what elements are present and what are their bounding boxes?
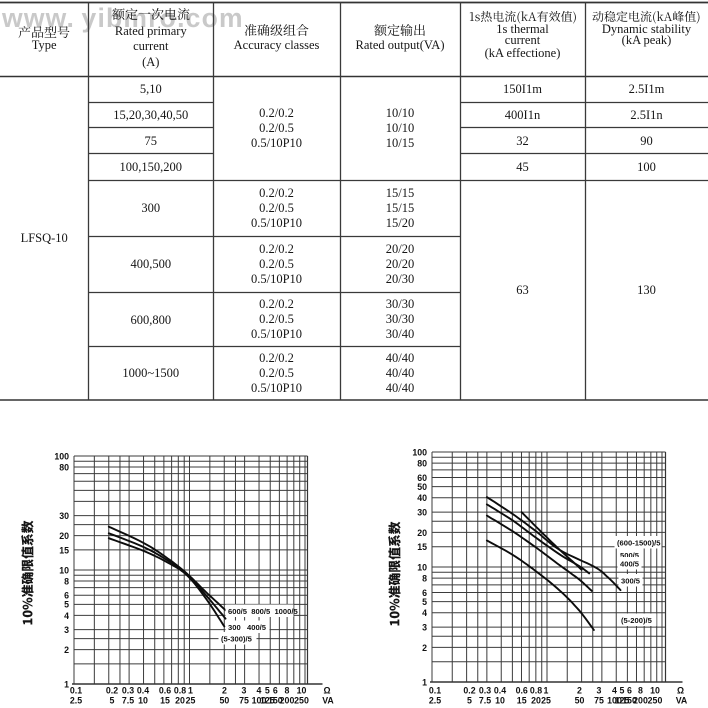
svg-text:600/5 800/5 1000/5: 600/5 800/5 1000/5	[228, 607, 298, 616]
svg-text:0.3: 0.3	[479, 686, 491, 696]
svg-text:0.6: 0.6	[516, 686, 528, 696]
svg-text:4: 4	[64, 611, 69, 621]
svg-text:3: 3	[242, 686, 247, 696]
svg-text:250: 250	[294, 696, 309, 706]
svg-text:75: 75	[594, 696, 604, 706]
svg-text:0.3: 0.3	[122, 686, 134, 696]
svg-text:0.6: 0.6	[159, 686, 171, 696]
svg-text:20: 20	[531, 696, 541, 706]
svg-text:10: 10	[297, 686, 307, 696]
svg-text:50: 50	[575, 696, 585, 706]
svg-text:20: 20	[417, 528, 427, 538]
svg-text:5: 5	[620, 686, 625, 696]
svg-text:8: 8	[285, 686, 290, 696]
svg-text:6: 6	[627, 686, 632, 696]
svg-text:40: 40	[417, 493, 427, 503]
svg-text:1: 1	[422, 677, 427, 687]
svg-text:30: 30	[417, 508, 427, 518]
svg-text:60: 60	[417, 473, 427, 483]
svg-text:20: 20	[175, 696, 185, 706]
svg-text:8: 8	[638, 686, 643, 696]
svg-text:5: 5	[467, 696, 472, 706]
svg-text:80: 80	[59, 462, 69, 472]
svg-text:4: 4	[612, 686, 617, 696]
svg-text:500/5: 500/5	[620, 551, 640, 560]
svg-text:Ω: Ω	[677, 686, 684, 696]
svg-text:15: 15	[417, 542, 427, 552]
svg-text:2: 2	[64, 645, 69, 655]
svg-text:5: 5	[64, 600, 69, 610]
svg-text:7.5: 7.5	[479, 696, 491, 706]
svg-text:100: 100	[412, 447, 427, 457]
svg-text:15: 15	[160, 696, 170, 706]
svg-text:(5-300)/5: (5-300)/5	[221, 635, 253, 644]
svg-text:1: 1	[64, 679, 69, 689]
svg-text:0.1: 0.1	[70, 686, 82, 696]
svg-text:200: 200	[633, 696, 648, 706]
svg-text:100: 100	[607, 696, 622, 706]
svg-text:300/5: 300/5	[621, 577, 641, 586]
svg-text:6: 6	[64, 591, 69, 601]
svg-text:300 400/5: 300 400/5	[228, 623, 267, 632]
svg-text:125: 125	[260, 696, 275, 706]
svg-text:8: 8	[64, 576, 69, 586]
svg-text:0.2: 0.2	[106, 686, 118, 696]
svg-text:0.4: 0.4	[494, 686, 506, 696]
svg-text:0.4: 0.4	[137, 686, 149, 696]
svg-text:10: 10	[59, 565, 69, 575]
svg-text:5: 5	[422, 597, 427, 607]
svg-text:7.5: 7.5	[122, 696, 134, 706]
svg-text:2: 2	[222, 686, 227, 696]
svg-text:30: 30	[59, 511, 69, 521]
svg-text:10: 10	[138, 696, 148, 706]
svg-text:3: 3	[597, 686, 602, 696]
svg-text:1: 1	[188, 686, 193, 696]
svg-text:200: 200	[280, 696, 295, 706]
svg-text:75: 75	[239, 696, 249, 706]
svg-text:(5-200)/5: (5-200)/5	[621, 616, 653, 625]
svg-text:VA: VA	[676, 696, 688, 706]
svg-text:Ω: Ω	[323, 686, 330, 696]
svg-text:50: 50	[220, 696, 230, 706]
svg-text:15: 15	[59, 545, 69, 555]
svg-text:2.5: 2.5	[70, 696, 82, 706]
svg-text:400/5: 400/5	[620, 560, 640, 569]
svg-text:15: 15	[517, 696, 527, 706]
svg-text:5: 5	[110, 696, 115, 706]
svg-text:2: 2	[422, 643, 427, 653]
svg-text:VA: VA	[322, 696, 334, 706]
svg-text:10: 10	[495, 696, 505, 706]
svg-text:250: 250	[648, 696, 663, 706]
svg-text:80: 80	[417, 459, 427, 469]
svg-text:5: 5	[265, 686, 270, 696]
svg-text:(600-1500)/5: (600-1500)/5	[617, 539, 661, 548]
svg-text:100: 100	[252, 696, 267, 706]
svg-text:4: 4	[422, 608, 427, 618]
svg-text:10: 10	[650, 686, 660, 696]
svg-text:0.8: 0.8	[174, 686, 186, 696]
svg-text:8: 8	[422, 574, 427, 584]
svg-text:4: 4	[257, 686, 262, 696]
svg-text:3: 3	[64, 625, 69, 635]
svg-text:0.2: 0.2	[463, 686, 475, 696]
svg-text:3: 3	[422, 623, 427, 633]
svg-text:20: 20	[59, 531, 69, 541]
svg-text:6: 6	[273, 686, 278, 696]
svg-text:10: 10	[417, 562, 427, 572]
svg-text:1: 1	[544, 686, 549, 696]
svg-text:2: 2	[577, 686, 582, 696]
svg-text:0.1: 0.1	[429, 686, 441, 696]
svg-text:25: 25	[541, 696, 551, 706]
svg-text:125: 125	[615, 696, 630, 706]
svg-text:25: 25	[186, 696, 196, 706]
svg-text:2.5: 2.5	[429, 696, 441, 706]
svg-text:6: 6	[422, 588, 427, 598]
svg-text:50: 50	[417, 482, 427, 492]
svg-text:100: 100	[54, 451, 69, 461]
svg-text:150: 150	[268, 696, 283, 706]
svg-text:150: 150	[622, 696, 637, 706]
svg-text:0.8: 0.8	[530, 686, 542, 696]
